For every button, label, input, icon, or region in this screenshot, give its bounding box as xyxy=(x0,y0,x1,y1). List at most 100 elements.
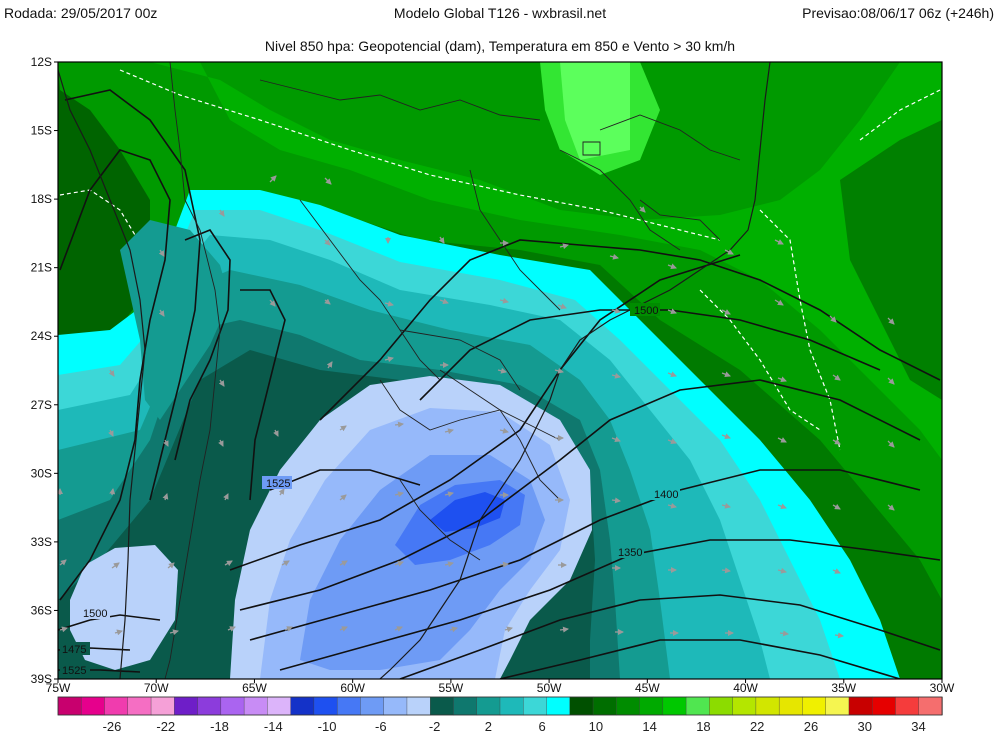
wind-arrow xyxy=(281,560,290,567)
wind-arrow xyxy=(158,309,165,317)
wind-arrow xyxy=(887,377,895,385)
colorbar-label: 6 xyxy=(539,719,546,734)
wind-arrow xyxy=(832,503,841,510)
contour-line xyxy=(64,89,201,501)
lat-tick-label: 33S xyxy=(31,535,52,549)
contour-line xyxy=(499,639,901,679)
forecast-time-label: Previsao:08/06/17 06z (+246h) xyxy=(802,5,994,21)
colorbar-swatch xyxy=(430,696,455,716)
lat-tick-label: 36S xyxy=(31,603,52,617)
wind-arrow xyxy=(439,298,449,305)
colorbar-swatch xyxy=(662,696,687,716)
contour-label: 1525 xyxy=(266,478,290,490)
wind-arrow xyxy=(721,309,731,315)
temp-fill-east-dark xyxy=(840,120,942,400)
temp-fill-22-26 xyxy=(560,62,630,160)
contour-line xyxy=(249,469,921,641)
colorbar-swatch xyxy=(81,696,106,716)
wind-arrow xyxy=(111,562,120,569)
wind-arrow xyxy=(777,567,787,574)
wind-arrow xyxy=(444,428,454,435)
wind-arrow xyxy=(667,502,677,509)
wind-arrow xyxy=(779,630,789,637)
wind-arrow xyxy=(162,493,169,501)
colorbar-label: 14 xyxy=(642,719,656,734)
map-subtitle: Nivel 850 hpa: Geopotencial (dam), Tempe… xyxy=(264,38,736,54)
wind-arrow xyxy=(887,317,895,325)
wind-arrow xyxy=(394,626,403,632)
wind-arrow xyxy=(611,497,621,504)
wind-arrow xyxy=(832,568,841,574)
isotherm-line xyxy=(699,289,821,431)
lat-tick-label: 21S xyxy=(31,261,52,275)
wind-arrow xyxy=(667,371,677,378)
lon-tick-label: 60W xyxy=(340,681,365,695)
lon-tick-label: 35W xyxy=(831,681,856,695)
contour-label: 1400 xyxy=(654,489,678,501)
wind-arrow xyxy=(324,177,332,185)
lon-tick-label: 55W xyxy=(439,681,464,695)
lon-tick-label: 50W xyxy=(537,681,562,695)
colorbar-label: 22 xyxy=(750,719,764,734)
wind-arrow xyxy=(777,437,787,443)
temp-fill-neg12-neg10 xyxy=(430,492,505,532)
wind-arrow xyxy=(339,560,348,567)
colorbar-swatch xyxy=(267,696,292,716)
wind-arrow xyxy=(269,175,277,183)
temp-fill-north-green xyxy=(150,62,942,460)
lat-tick-label: 39S xyxy=(31,672,52,686)
contour-line xyxy=(399,594,941,679)
lat-tick-label: 30S xyxy=(31,466,52,480)
lon-tick-label: 70W xyxy=(144,681,169,695)
colorbar-swatch xyxy=(709,696,734,716)
contour-line xyxy=(229,254,741,571)
wind-arrow xyxy=(499,427,509,434)
contour-label-bg xyxy=(262,476,292,489)
wind-arrow xyxy=(326,361,333,369)
colorbar-swatch xyxy=(360,696,385,716)
wind-arrow xyxy=(224,560,233,567)
map-frame xyxy=(57,61,943,680)
wind-arrow xyxy=(273,429,279,437)
colorbar-label: 30 xyxy=(857,719,871,734)
contour-label: 1525 xyxy=(62,665,86,677)
wind-arrow xyxy=(829,315,837,323)
colorbar-label: -6 xyxy=(375,719,387,734)
colorbar-swatch xyxy=(895,696,920,716)
wind-arrow xyxy=(59,626,68,633)
contour-line xyxy=(174,229,231,461)
colorbar-label: -2 xyxy=(429,719,441,734)
wind-arrow xyxy=(724,249,734,255)
wind-arrow xyxy=(667,308,677,315)
wind-arrow xyxy=(444,561,454,568)
wind-arrow xyxy=(339,626,348,632)
colorbar-swatch xyxy=(453,696,478,716)
wind-arrow xyxy=(559,626,569,633)
isotherm-line xyxy=(59,189,136,236)
wind-arrow xyxy=(223,493,229,501)
contour-line xyxy=(240,289,286,501)
wind-arrow xyxy=(834,632,844,639)
wind-arrow xyxy=(227,626,236,632)
wind-arrow xyxy=(444,491,454,498)
colorbar-swatch xyxy=(616,696,641,716)
contour-label-bg xyxy=(60,642,90,655)
colorbar-swatch xyxy=(546,696,571,716)
lon-tick-label: 30W xyxy=(930,681,955,695)
wind-arrow xyxy=(158,249,165,257)
wind-arrow xyxy=(384,300,394,307)
wind-arrow xyxy=(324,298,331,305)
contour-line xyxy=(239,379,921,611)
wind-arrow xyxy=(167,562,175,569)
colorbar-swatch xyxy=(150,696,176,716)
colorbar-label: -14 xyxy=(264,719,283,734)
wind-arrow xyxy=(721,433,731,440)
colorbar-swatch xyxy=(127,696,152,716)
lon-tick-label: 40W xyxy=(733,681,758,695)
border-line xyxy=(559,149,681,251)
wind-arrow xyxy=(278,488,285,496)
colorbar-swatch xyxy=(383,696,408,716)
wind-arrow xyxy=(449,626,458,633)
contour-line xyxy=(59,149,171,601)
